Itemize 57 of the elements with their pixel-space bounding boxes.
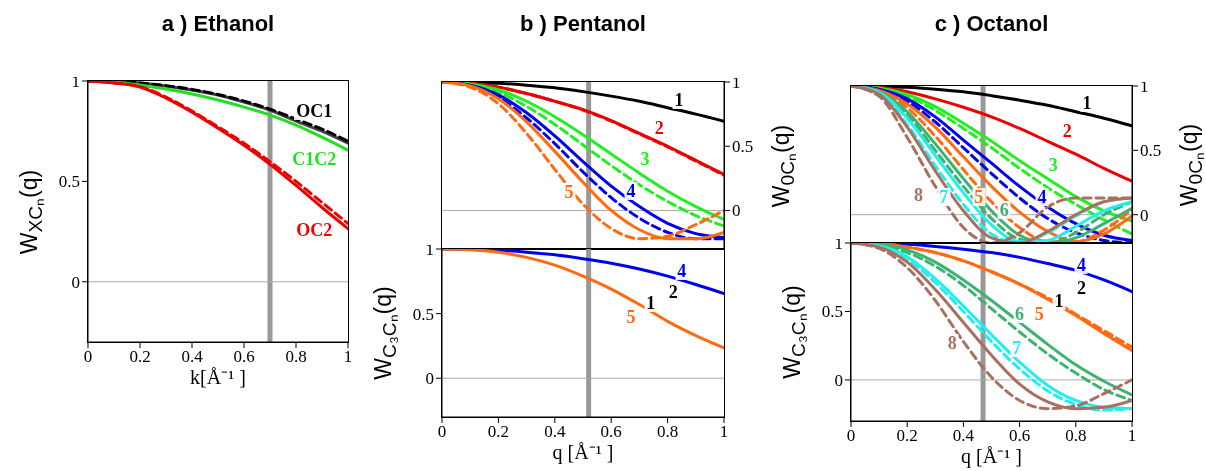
y-tick-label: 0: [732, 201, 741, 221]
annotation: OC1: [294, 101, 335, 122]
annotation: 8: [945, 332, 959, 353]
y-tick-label: 0.5: [732, 137, 754, 157]
y-tick-label: 0: [1140, 205, 1149, 225]
annotation: 7: [1010, 338, 1024, 359]
annotation: 8: [911, 185, 925, 206]
annotation: 2: [666, 281, 680, 302]
chart-title: a ) Ethanol: [161, 11, 275, 37]
x-tick-label: 0.6: [233, 347, 255, 367]
y-tick-label: 0: [71, 272, 80, 292]
annotation: 5: [1032, 304, 1046, 325]
x-tick-label: 0.6: [1008, 426, 1031, 446]
annotation: 1: [1052, 290, 1066, 311]
annotation: 5: [972, 186, 986, 207]
line-series: [442, 249, 724, 350]
annotation: 1: [1080, 92, 1094, 113]
annotation: 4: [1074, 254, 1088, 275]
x-axis-title: q [Å⁻¹ ]: [961, 443, 1022, 469]
annotation: 5: [562, 182, 576, 203]
x-tick-label: 0.4: [181, 347, 204, 367]
x-tick-label: 0.4: [952, 426, 975, 446]
y-tick-label: 0.5: [412, 304, 434, 324]
x-tick-label: 0.8: [656, 422, 679, 442]
annotation: 2: [652, 118, 666, 139]
x-tick-label: 0.4: [544, 422, 566, 442]
chart-title: b ) Pentanol: [520, 11, 646, 37]
annotation: 4: [675, 260, 689, 281]
y-tick-label: 0: [425, 369, 434, 389]
annotation: 4: [1035, 186, 1049, 207]
annotation: 3: [1046, 154, 1060, 175]
annotation: 5: [624, 307, 638, 328]
x-tick-label: 0.8: [285, 347, 307, 367]
annotation: 2: [1060, 121, 1074, 142]
chart-title: c ) Octanol: [934, 11, 1049, 37]
y-tick-label: 0.5: [1140, 141, 1162, 161]
annotation: 7: [937, 186, 951, 207]
annotation: 2: [1074, 278, 1088, 299]
annotation: OC2: [294, 219, 335, 240]
annotation: C1C2: [290, 149, 339, 170]
annotation: 3: [638, 149, 652, 170]
annotation: 4: [624, 181, 638, 202]
annotation: 1: [672, 89, 686, 110]
x-tick-label: 0.2: [896, 426, 918, 446]
annotation: 6: [1013, 304, 1027, 325]
x-tick-label: 0.2: [129, 347, 151, 367]
x-axis-title: q [Å⁻¹ ]: [552, 439, 614, 465]
y-tick-label: 0: [834, 370, 843, 390]
x-tick-label: 0.2: [487, 422, 510, 442]
x-tick-label: 1: [343, 347, 353, 367]
y-tick-label: 0.5: [821, 302, 843, 322]
x-tick-label: 0.6: [600, 422, 622, 442]
annotation: 6: [997, 199, 1011, 220]
annotation: 1: [644, 293, 658, 314]
x-axis-title: k[Å⁻¹ ]: [190, 364, 246, 390]
y-tick-label: 0.5: [58, 172, 80, 192]
x-tick-label: 0.8: [1065, 426, 1087, 446]
